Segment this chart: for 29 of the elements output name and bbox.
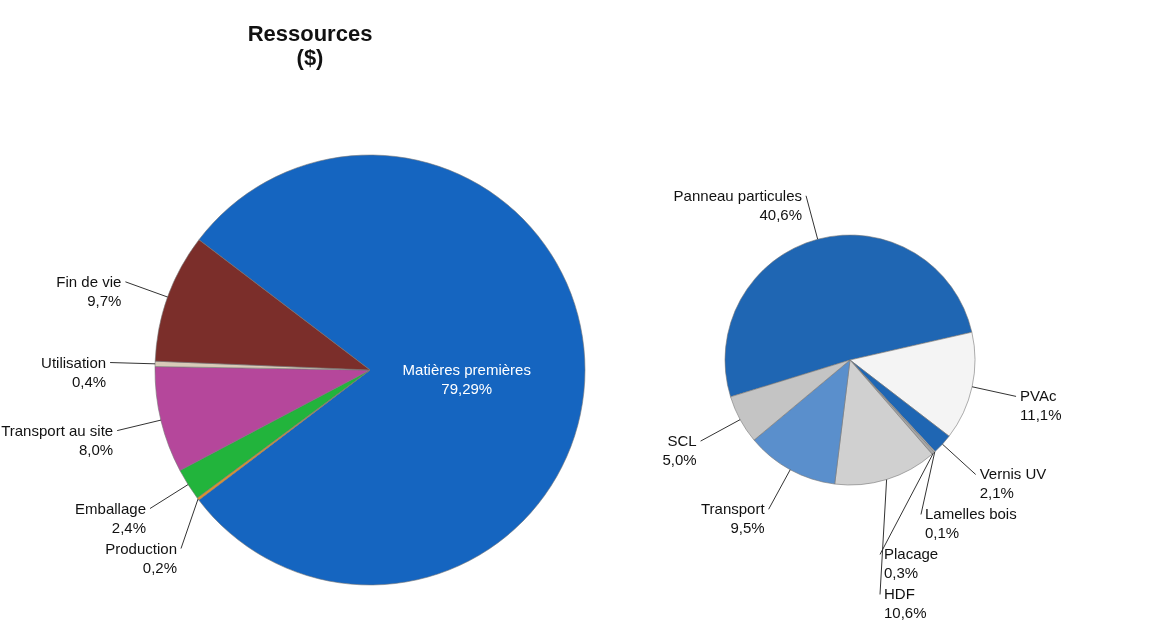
data-label: 0,3% [884,564,919,582]
data-label: 9,5% [730,519,765,537]
slice-label: Placage [884,545,939,563]
slice-label: Emballage [75,499,146,517]
slice-label: HDF [884,585,915,603]
data-label: 11,1% [1020,406,1062,424]
slice-label: Transport [701,500,766,518]
data-label: 0,2% [142,558,177,576]
slice-label: Vernis UV [979,465,1047,483]
chart-title: Ressources ($) [247,21,373,70]
data-label: 79,29% [441,380,493,398]
data-label: 8,0% [78,440,114,458]
slice-label: SCL [667,432,697,450]
data-label: 0,1% [924,524,960,542]
data-label: 2,1% [979,484,1014,502]
data-label: 40,6% [759,205,803,223]
data-label: 0,4% [71,372,107,390]
data-label: 10,6% [884,604,927,622]
data-label: 2,4% [111,518,146,536]
slice-label: Panneau particules [673,186,803,204]
slice-label: Lamelles bois [924,505,1017,523]
slice-label: Utilisation [41,353,107,371]
slice-label: PVAc [1020,387,1057,405]
data-label: 9,7% [87,291,122,309]
slice-label: Transport au site [1,421,114,439]
slice-label: Matières premières [402,361,531,379]
slice-label: Fin de vie [56,272,122,290]
data-label: 5,0% [662,451,697,469]
slice-label: Production [105,539,177,557]
